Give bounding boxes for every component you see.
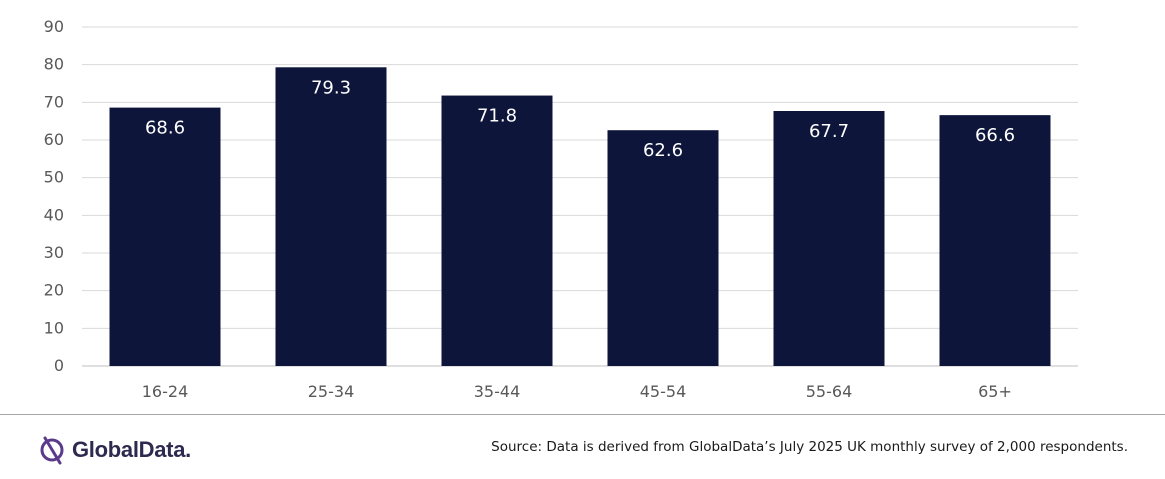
data-label: 66.6 [975, 125, 1015, 146]
bar [275, 67, 387, 366]
x-tick-label: 25-34 [308, 382, 355, 401]
globaldata-logo-icon [40, 436, 64, 465]
y-tick-label: 20 [44, 281, 64, 300]
y-tick-label: 50 [44, 168, 64, 187]
gridlines [82, 26, 1078, 367]
y-tick-label: 60 [44, 130, 64, 149]
data-label: 62.6 [643, 140, 683, 161]
bar [773, 110, 885, 366]
bar [939, 115, 1051, 366]
footer-divider [0, 414, 1165, 415]
y-tick-label: 90 [44, 17, 64, 36]
x-tick-label: 65+ [978, 382, 1012, 401]
data-label: 67.7 [809, 121, 849, 142]
y-tick-label: 30 [44, 243, 64, 262]
brand-name: GlobalData. [72, 437, 191, 462]
data-label: 79.3 [311, 77, 351, 98]
x-axis-ticks: 16-24 25-34 35-44 45-54 55-64 65+ [142, 382, 1012, 401]
y-tick-label: 80 [44, 55, 64, 74]
x-tick-label: 45-54 [640, 382, 687, 401]
bar-chart: 0 10 20 30 40 50 60 70 80 90 68.6 79.3 71.8 62.6 67.7… [44, 17, 1078, 401]
y-axis-ticks: 0 10 20 30 40 50 60 70 80 90 [44, 17, 64, 375]
x-tick-label: 55-64 [806, 382, 853, 401]
data-label: 68.6 [145, 118, 185, 139]
x-tick-label: 16-24 [142, 382, 189, 401]
bar [607, 130, 719, 366]
bars: 68.6 79.3 71.8 62.6 67.7 66.6 [109, 67, 1051, 367]
data-label: 71.8 [477, 106, 517, 127]
y-tick-label: 40 [44, 205, 64, 224]
bar [441, 95, 553, 366]
brand-logo: GlobalData. [38, 433, 191, 467]
y-tick-label: 0 [54, 356, 64, 375]
source-note: Source: Data is derived from GlobalData’… [491, 439, 1128, 455]
x-tick-label: 35-44 [474, 382, 521, 401]
bar [109, 107, 221, 367]
y-tick-label: 70 [44, 92, 64, 111]
y-tick-label: 10 [44, 318, 64, 337]
